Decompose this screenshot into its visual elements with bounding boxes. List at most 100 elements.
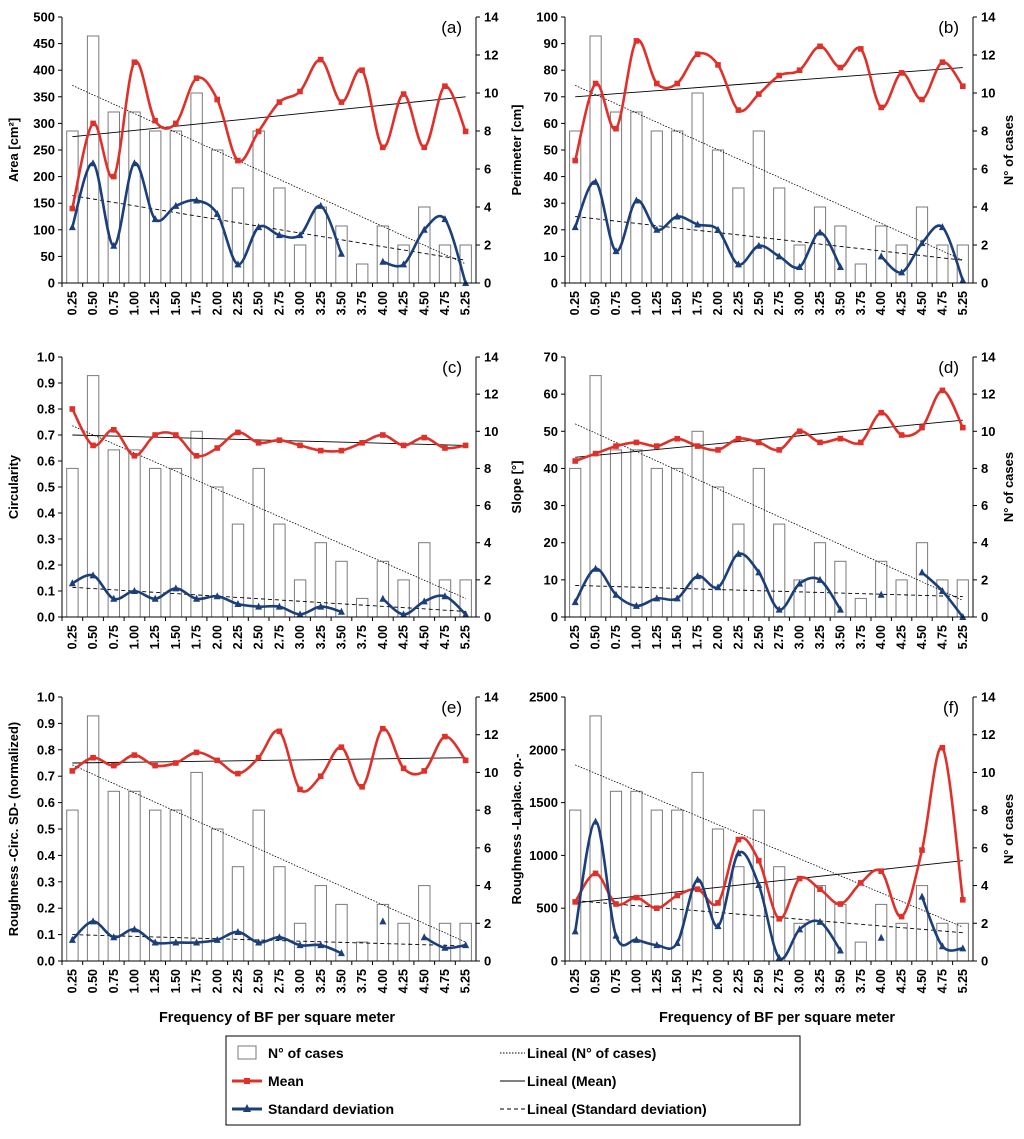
y2-tick-label: 8 [981, 803, 988, 818]
y-tick-label: 0.2 [37, 901, 55, 916]
mean-point [380, 144, 386, 151]
y2-tick-label: 4 [484, 878, 492, 893]
y-tick-label: 2000 [529, 742, 558, 757]
mean-point [338, 744, 345, 750]
sd-point [462, 941, 470, 949]
y2-tick-label: 14 [484, 10, 499, 25]
bar-cases [854, 941, 867, 962]
mean-point [858, 880, 864, 886]
mean-point [735, 836, 742, 843]
sd-point [734, 549, 742, 557]
trend-cases-line [72, 425, 466, 599]
mean-point [317, 447, 324, 454]
sd-point [275, 231, 283, 239]
y-tick-label: 20 [544, 222, 558, 237]
bar-cases [834, 225, 847, 284]
sd-point [110, 241, 118, 249]
y-tick-label: 0.0 [37, 610, 55, 625]
bar-cases [356, 941, 369, 962]
mean-point [960, 83, 966, 89]
x-tick-label: 3.50 [334, 291, 348, 315]
x-tick-label: 1.00 [127, 969, 141, 993]
sd-point [836, 263, 844, 271]
y-tick-label: 90 [544, 36, 558, 51]
x-tick-label: 1.75 [691, 625, 705, 649]
x-tick-label: 2.25 [731, 291, 745, 315]
bar-cases [895, 244, 908, 284]
mean-point [193, 749, 200, 756]
sd-point [632, 196, 640, 204]
sd-point [275, 933, 283, 941]
y2-tick-label: 4 [981, 878, 989, 893]
x-tick-label: 3.25 [314, 625, 328, 649]
trend-sd-line [575, 216, 963, 261]
y2-tick-label: 2 [981, 916, 988, 931]
y2-tick-label: 2 [981, 238, 988, 253]
sd-point [68, 579, 76, 587]
x-tick-label: 0.25 [568, 625, 582, 649]
x-tick-label: 2.00 [711, 625, 725, 649]
trend-mean-line [72, 757, 466, 764]
x-tick-label: 1.25 [148, 291, 162, 315]
sd-point [317, 602, 325, 610]
bar-cases [691, 771, 704, 962]
panel-label: (f) [943, 698, 959, 717]
y2-tick-label: 4 [981, 535, 989, 550]
y-tick-label: 0.5 [37, 480, 55, 495]
x-tick-label: 4.75 [438, 291, 452, 315]
y-tick-label: 0.1 [37, 927, 55, 942]
sd-point [89, 917, 97, 925]
sd-point [938, 223, 946, 231]
sd-point [653, 594, 661, 602]
x-tick-label: 0.25 [568, 291, 582, 315]
panel-a: 0 50 100 150 200 250 300 350 400 450 500 0 2 4 6 8 10 12 1… [6, 10, 499, 316]
sd-point [89, 571, 97, 579]
y-tick-label: 450 [33, 36, 55, 51]
y2-tick-label: 14 [484, 690, 499, 705]
bar-cases [691, 92, 704, 284]
bar-cases [376, 225, 390, 284]
y-tick-label: 0.4 [37, 506, 56, 521]
mean-point [735, 107, 742, 113]
y-tick-label: 40 [544, 461, 558, 476]
sd-point [296, 231, 304, 239]
sd-point [462, 610, 470, 618]
y2-tick-label: 0 [484, 954, 491, 969]
x-tick-label: 2.50 [252, 969, 266, 993]
sd-point [172, 938, 180, 946]
y-tick-label: 60 [544, 387, 558, 402]
mean-point [380, 725, 386, 732]
x-axis-label: Frequency of BF per square meter [159, 1010, 395, 1026]
y-tick-label: 0.8 [37, 402, 55, 417]
bar-cases [252, 809, 265, 962]
sd-point [796, 579, 804, 587]
sd-point [816, 575, 824, 583]
x-tick-label: 1.25 [650, 969, 664, 993]
legend: N° of cases Mean Standard deviation Line… [225, 1035, 801, 1126]
sd-point [151, 938, 159, 946]
sd-point [959, 276, 967, 284]
mean-point [380, 432, 386, 438]
bar-cases [231, 866, 245, 962]
x-tick-label: 2.25 [231, 625, 245, 649]
bar-cases [569, 809, 582, 962]
panel-label: (d) [938, 358, 959, 377]
sd-point [296, 610, 304, 618]
bar-cases [854, 597, 867, 618]
panels: 0501001502002503003504004505000246810121… [6, 10, 1016, 1027]
bar-cases [418, 206, 431, 284]
bar-cases [895, 922, 908, 962]
x-tick-label: 4.25 [397, 291, 411, 315]
sd-point [775, 953, 783, 961]
mean-point [255, 754, 262, 761]
trend-mean-line [575, 860, 963, 904]
mean-point [715, 447, 721, 453]
x-tick-label: 0.25 [65, 291, 79, 315]
y2-tick-label: 2 [484, 238, 491, 253]
y2-tick-label: 4 [981, 200, 989, 215]
sd-point [234, 927, 242, 935]
x-tick-label: 3.00 [793, 291, 807, 315]
mean-point [359, 784, 365, 790]
sd-point [571, 598, 579, 606]
bar-cases [86, 375, 100, 618]
